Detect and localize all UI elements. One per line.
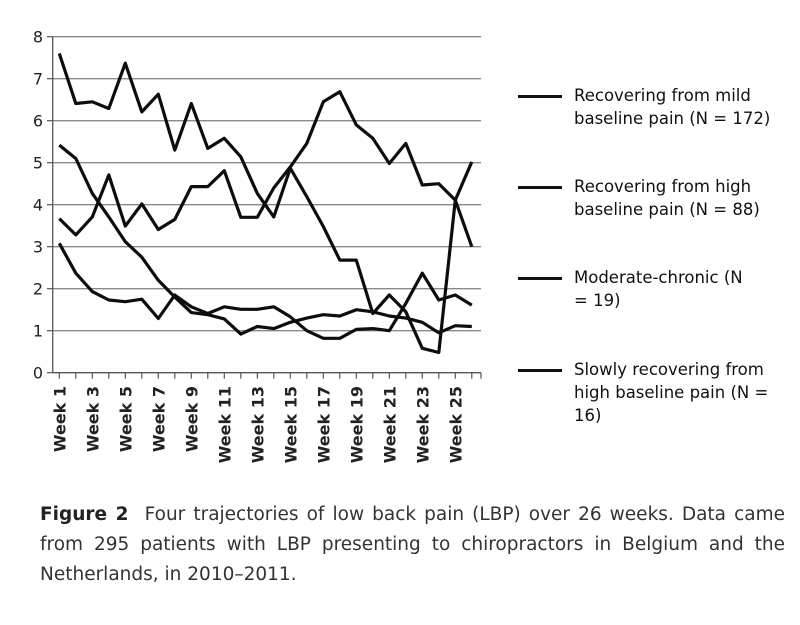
y-tick-label: 8 bbox=[33, 28, 43, 47]
x-tick-label: Week 7 bbox=[149, 386, 168, 452]
legend-label: Recovering from high baseline pain bbox=[574, 177, 752, 219]
legend-n: (N = 172) bbox=[689, 109, 771, 128]
line-chart: 0 1 2 3 4 5 6 7 8 Week 1 Week 3 Week 5 Week 7 Week 9 W… bbox=[33, 28, 482, 463]
legend-swatch bbox=[518, 95, 562, 98]
y-tick-label: 0 bbox=[33, 364, 43, 383]
y-tick-label: 7 bbox=[33, 70, 43, 89]
x-tick-label: Week 5 bbox=[116, 386, 135, 452]
series-line-4 bbox=[57, 52, 474, 355]
figure-caption: Figure 2 Four trajectories of low back p… bbox=[40, 500, 785, 590]
x-tick-label: Week 3 bbox=[83, 386, 102, 452]
legend-label: Recovering from mild baseline pain bbox=[574, 86, 751, 128]
legend-item-mild: Recovering from mild baseline pain (N = … bbox=[518, 84, 800, 130]
legend-item-slowly: Slowly recovering from high baseline pai… bbox=[518, 358, 794, 427]
y-tick-label: 1 bbox=[33, 322, 43, 341]
legend-swatch bbox=[518, 277, 562, 280]
legend-n: (N = 19) bbox=[574, 268, 743, 310]
y-tick-label: 5 bbox=[33, 154, 43, 173]
series-line-3 bbox=[58, 90, 474, 248]
x-tick-label: Week 9 bbox=[182, 386, 201, 452]
legend-item-moderate-chronic: Moderate-chronic (N = 19) bbox=[518, 266, 744, 312]
figure-label: Figure 2 bbox=[40, 504, 129, 525]
x-tick-label: Week 19 bbox=[347, 386, 366, 463]
legend-swatch bbox=[518, 369, 562, 372]
x-tick-label: Week 17 bbox=[314, 386, 333, 463]
x-tick-label: Week 21 bbox=[380, 386, 399, 463]
x-tick-label: Week 25 bbox=[446, 386, 465, 463]
y-tick-label: 6 bbox=[33, 112, 43, 131]
y-tick-label: 2 bbox=[33, 280, 43, 299]
series-line-2 bbox=[58, 143, 472, 336]
caption-text: Four trajectories of low back pain (LBP)… bbox=[40, 504, 785, 585]
y-tick-label: 4 bbox=[33, 196, 43, 215]
legend-n: (N = 16) bbox=[574, 383, 769, 425]
legend-swatch bbox=[518, 186, 562, 189]
x-tick-label: Week 11 bbox=[215, 386, 234, 463]
x-tick-label: Week 1 bbox=[50, 386, 69, 452]
legend-n: (N = 88) bbox=[689, 200, 760, 219]
y-tick-label: 3 bbox=[33, 238, 43, 257]
legend-label: Moderate-chronic bbox=[574, 268, 719, 287]
x-tick-label: Week 13 bbox=[248, 386, 267, 463]
x-tick-label: Week 15 bbox=[281, 386, 300, 463]
legend-item-high: Recovering from high baseline pain (N = … bbox=[518, 175, 800, 221]
x-tick-label: Week 23 bbox=[413, 386, 432, 463]
legend-label: Slowly recovering from high baseline pai… bbox=[574, 360, 764, 402]
